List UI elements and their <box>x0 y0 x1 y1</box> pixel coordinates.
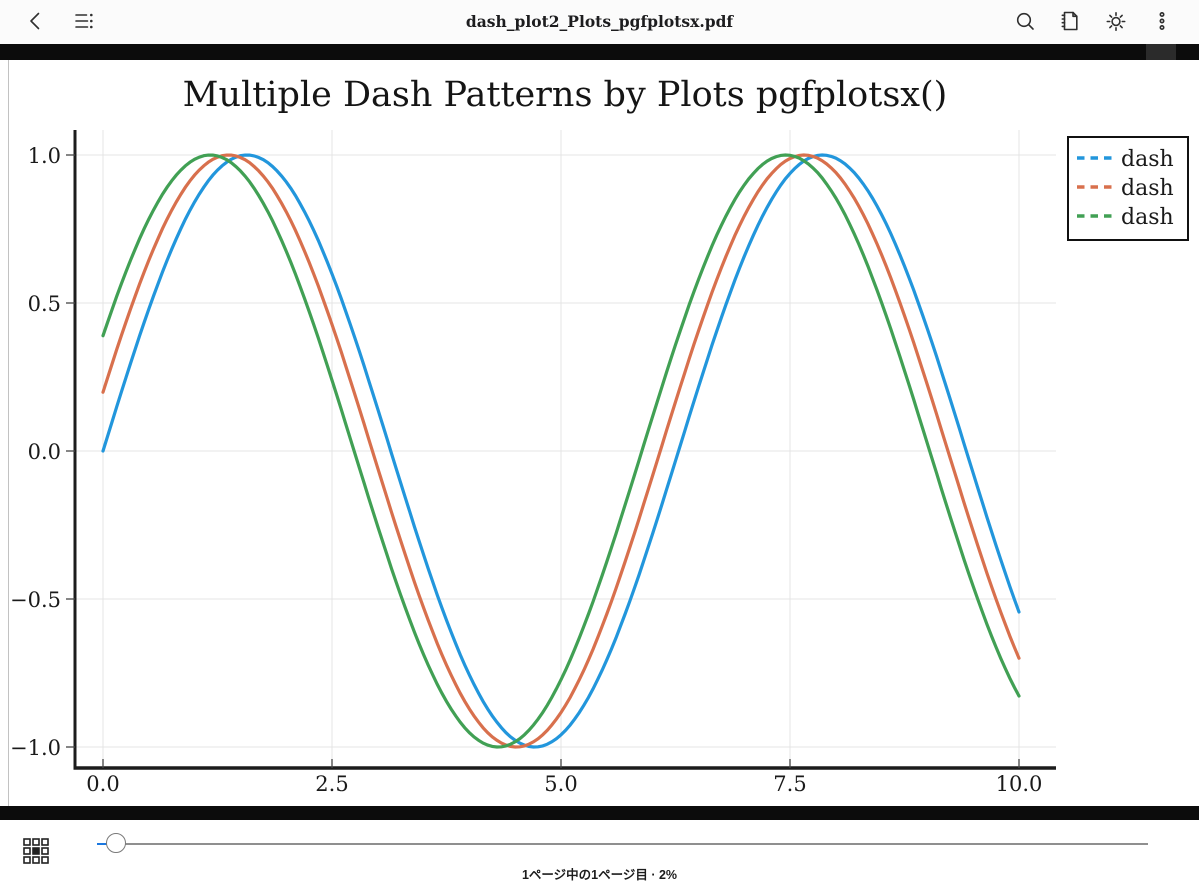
search-icon <box>1013 9 1037 36</box>
sine-curve <box>101 153 1021 749</box>
y-tick-label: 0.5 <box>28 292 61 316</box>
document-title: dash_plot2_Plots_pgfplotsx.pdf <box>465 12 734 31</box>
grid-icon <box>22 837 50 868</box>
notes-button[interactable] <box>1050 2 1090 42</box>
x-tick-label: 7.5 <box>773 772 806 796</box>
y-tick-label: 0.0 <box>28 440 61 464</box>
back-button[interactable] <box>16 2 56 42</box>
page-slider-track[interactable] <box>97 843 1148 845</box>
bottom-toolbar: 1ページ中の1ページ目 · 2% <box>0 820 1199 882</box>
legend-box <box>1067 136 1189 241</box>
page-top-edge <box>0 44 1199 60</box>
vertical-ellipsis-icon <box>1150 9 1174 36</box>
list-outline-icon <box>72 9 96 36</box>
contents-button[interactable] <box>64 2 104 42</box>
page-slider-handle[interactable] <box>106 833 126 853</box>
x-tick-label: 2.5 <box>315 772 348 796</box>
legend-entry-label: dash <box>1121 176 1174 201</box>
top-toolbar: dash_plot2_Plots_pgfplotsx.pdf <box>0 0 1199 44</box>
y-tick-label: −0.5 <box>10 588 61 612</box>
notebook-icon <box>1058 9 1082 36</box>
pdf-page[interactable]: Multiple Dash Patterns by Plots pgfplots… <box>0 60 1199 806</box>
page-status-text: 1ページ中の1ページ目 · 2% <box>521 868 678 882</box>
dash-pattern-chart: Multiple Dash Patterns by Plots pgfplots… <box>10 75 1189 796</box>
legend-entry-label: dash <box>1121 147 1174 172</box>
x-tick-label: 5.0 <box>544 772 577 796</box>
x-tick-label: 0.0 <box>86 772 119 796</box>
search-button[interactable] <box>1005 2 1045 42</box>
chart-title: Multiple Dash Patterns by Plots pgfplots… <box>183 75 948 115</box>
chevron-left-icon <box>24 9 48 36</box>
sine-curve <box>101 153 1021 749</box>
sine-curve <box>101 153 1021 749</box>
x-tick-label: 10.0 <box>996 772 1043 796</box>
brightness-sun-icon <box>1104 9 1128 36</box>
thumbnails-button[interactable] <box>16 832 56 872</box>
page-left-border <box>8 60 9 806</box>
brightness-button[interactable] <box>1096 2 1136 42</box>
page-bottom-edge <box>0 806 1199 820</box>
legend-entry-label: dash <box>1121 205 1174 230</box>
y-tick-label: −1.0 <box>10 736 61 760</box>
more-button[interactable] <box>1142 2 1182 42</box>
y-tick-label: 1.0 <box>28 144 61 168</box>
